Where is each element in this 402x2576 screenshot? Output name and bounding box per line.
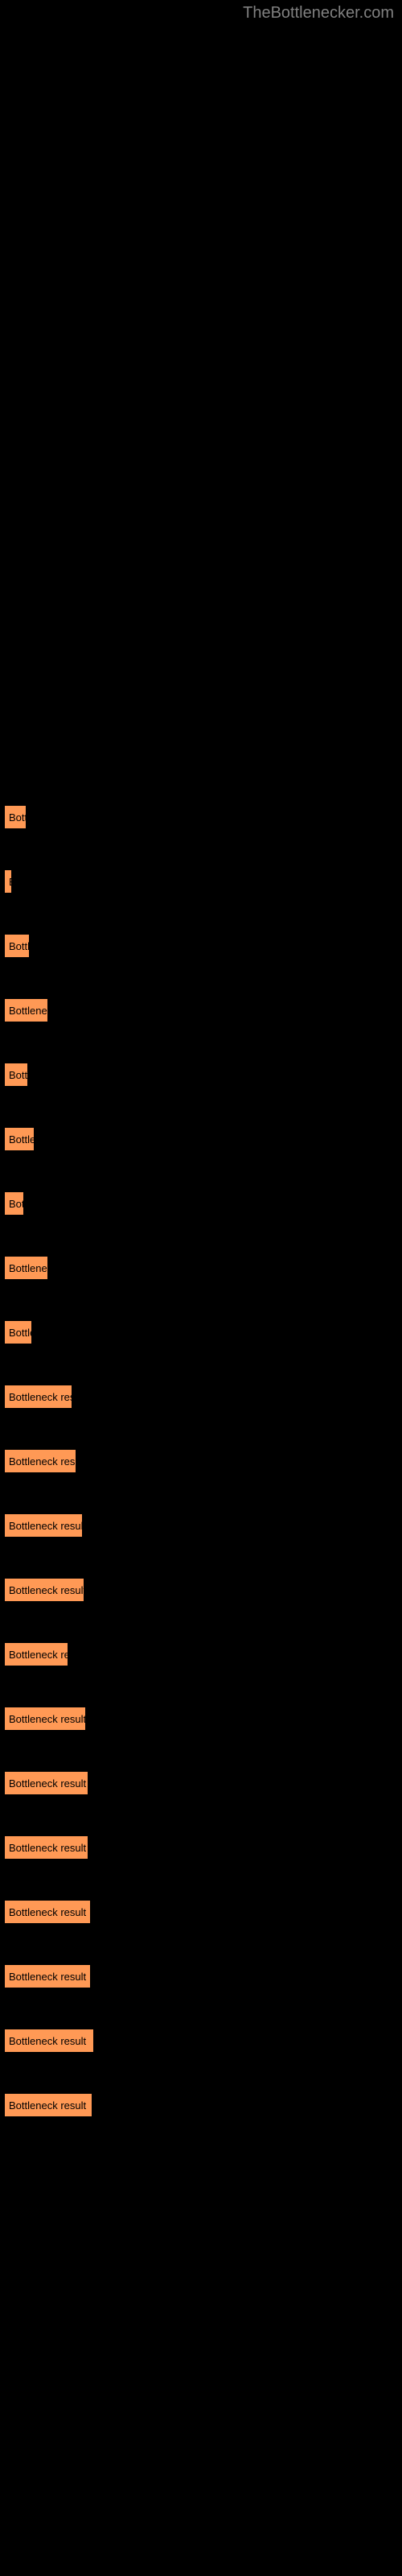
chart-bar: Bottleneck resu xyxy=(4,1449,76,1473)
bar-row: Bottleneck result xyxy=(4,1835,402,1860)
bar-row: Bottleneck result xyxy=(4,2093,402,2117)
bar-row: Bottleneck res xyxy=(4,1385,402,1409)
watermark-text: TheBottlenecker.com xyxy=(243,4,394,23)
bar-row: Bottleneck re xyxy=(4,1642,402,1666)
chart-bar: Bottleneck re xyxy=(4,1642,68,1666)
chart-bar: Bottlene xyxy=(4,1127,35,1151)
bar-row: Bottler xyxy=(4,934,402,958)
chart-bar: Bottle xyxy=(4,1063,28,1087)
bar-row: Bottlene xyxy=(4,1127,402,1151)
bar-row: Bottleneck result xyxy=(4,1964,402,1988)
chart-bar: B xyxy=(4,869,12,894)
bar-row: Bottleneck xyxy=(4,998,402,1022)
chart-bar: Bottleneck result xyxy=(4,2029,94,2053)
bar-row: Bottleneck result xyxy=(4,1771,402,1795)
bar-row: Bottleneck xyxy=(4,1256,402,1280)
chart-bar: Bott xyxy=(4,1191,24,1216)
chart-bar: Bottler xyxy=(4,934,30,958)
chart-bar: Bottleneck xyxy=(4,1256,48,1280)
chart-bar: Bottleneck result xyxy=(4,1707,86,1731)
chart-bar: Bottleneck res xyxy=(4,1385,72,1409)
bar-row: Bottleneck result xyxy=(4,1578,402,1602)
chart-bar: Bottleneck result xyxy=(4,1578,84,1602)
bar-row: Bottleneck result xyxy=(4,1707,402,1731)
chart-bar: Bottl xyxy=(4,805,27,829)
bar-row: Bottleneck result xyxy=(4,1900,402,1924)
bar-row: Bottleneck result xyxy=(4,2029,402,2053)
bar-row: Bottleneck result xyxy=(4,1513,402,1538)
chart-bar: Bottleneck result xyxy=(4,2093,92,2117)
chart-bar: Bottleneck result xyxy=(4,1900,91,1924)
chart-bar: Bottleneck result xyxy=(4,1964,91,1988)
bar-chart: Bottl B Bottler Bottleneck Bottle Bottlene Bot… xyxy=(0,0,402,2182)
bar-row: Bottlen xyxy=(4,1320,402,1344)
bar-row: Bottle xyxy=(4,1063,402,1087)
bar-row: Bottleneck resu xyxy=(4,1449,402,1473)
bar-row: Bottl xyxy=(4,805,402,829)
chart-bar: Bottleneck result xyxy=(4,1513,83,1538)
bar-row: Bott xyxy=(4,1191,402,1216)
chart-bar: Bottleneck result xyxy=(4,1771,88,1795)
chart-bar: Bottlen xyxy=(4,1320,32,1344)
chart-bar: Bottleneck xyxy=(4,998,48,1022)
bar-row: B xyxy=(4,869,402,894)
chart-bar: Bottleneck result xyxy=(4,1835,88,1860)
